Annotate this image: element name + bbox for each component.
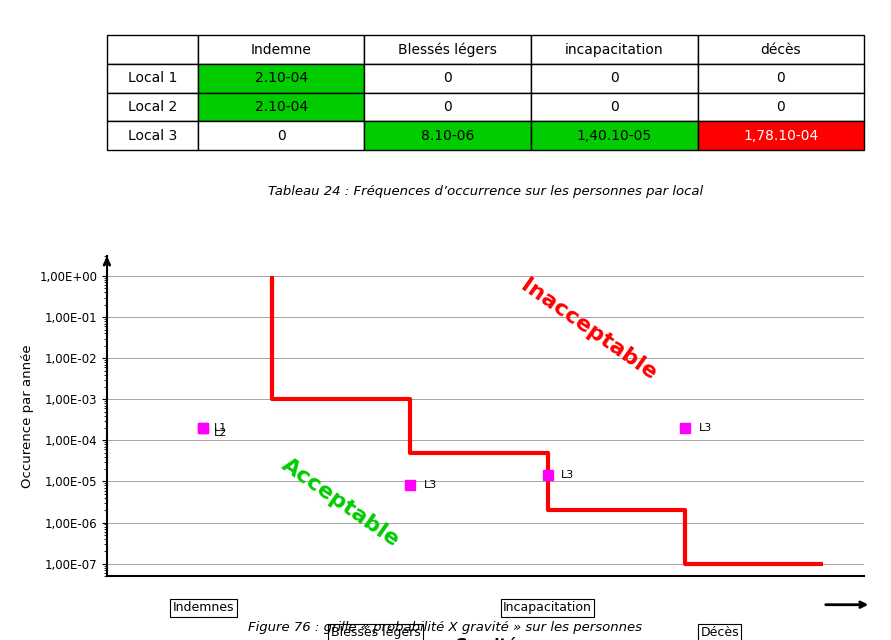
Text: Inacceptable: Inacceptable xyxy=(518,275,660,384)
Text: L1: L1 xyxy=(215,423,227,433)
Text: Tableau 24 : Fréquences d’occurrence sur les personnes par local: Tableau 24 : Fréquences d’occurrence sur… xyxy=(268,186,703,198)
Y-axis label: Occurence par année: Occurence par année xyxy=(20,344,34,488)
Text: L3: L3 xyxy=(561,470,575,481)
Text: Décès: Décès xyxy=(700,626,739,639)
Text: L3: L3 xyxy=(423,481,437,490)
Text: L3: L3 xyxy=(699,423,712,433)
Text: Blessés légers: Blessés légers xyxy=(331,626,421,639)
X-axis label: Gravité: Gravité xyxy=(454,639,517,640)
Text: Acceptable: Acceptable xyxy=(278,455,404,551)
Text: Figure 76 : grille « probabilité X gravité » sur les personnes: Figure 76 : grille « probabilité X gravi… xyxy=(249,621,642,634)
Text: Indemnes: Indemnes xyxy=(173,601,234,614)
Text: L2: L2 xyxy=(215,428,228,438)
Text: Incapacitation: Incapacitation xyxy=(503,601,592,614)
